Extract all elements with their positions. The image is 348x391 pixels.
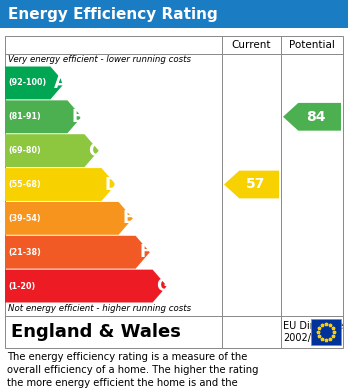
Text: Potential: Potential [289,40,335,50]
Text: England & Wales: England & Wales [11,323,181,341]
Text: G: G [156,277,169,295]
Polygon shape [5,202,133,235]
Text: F: F [140,243,151,261]
Polygon shape [5,168,116,201]
Bar [0,0,348,28]
Polygon shape [5,236,150,269]
Text: Current: Current [232,40,271,50]
Text: (92-100): (92-100) [8,79,46,88]
Text: Not energy efficient - higher running costs: Not energy efficient - higher running co… [8,304,191,313]
Text: (39-54): (39-54) [8,214,41,223]
Polygon shape [5,66,65,99]
Text: The energy efficiency rating is a measure of the
overall efficiency of a home. T: The energy efficiency rating is a measur… [7,352,259,391]
Text: C: C [88,142,101,160]
Text: A: A [54,74,67,92]
Text: (81-91): (81-91) [8,112,41,121]
Text: 57: 57 [246,178,265,192]
Text: 84: 84 [306,110,326,124]
Polygon shape [224,170,279,198]
Text: Energy Efficiency Rating: Energy Efficiency Rating [8,7,218,22]
Text: (1-20): (1-20) [8,282,35,291]
Polygon shape [283,103,341,131]
Text: D: D [105,176,118,194]
Text: EU Directive
2002/91/EC: EU Directive 2002/91/EC [283,321,343,343]
Text: Very energy efficient - lower running costs: Very energy efficient - lower running co… [8,55,191,64]
Polygon shape [5,270,167,303]
Text: (69-80): (69-80) [8,146,41,155]
Text: (55-68): (55-68) [8,180,41,189]
Text: E: E [123,209,134,227]
Text: (21-38): (21-38) [8,248,41,257]
Bar [5,36,343,348]
Text: B: B [71,108,84,126]
Polygon shape [5,134,99,167]
Polygon shape [5,100,82,133]
Bar [311,319,341,345]
